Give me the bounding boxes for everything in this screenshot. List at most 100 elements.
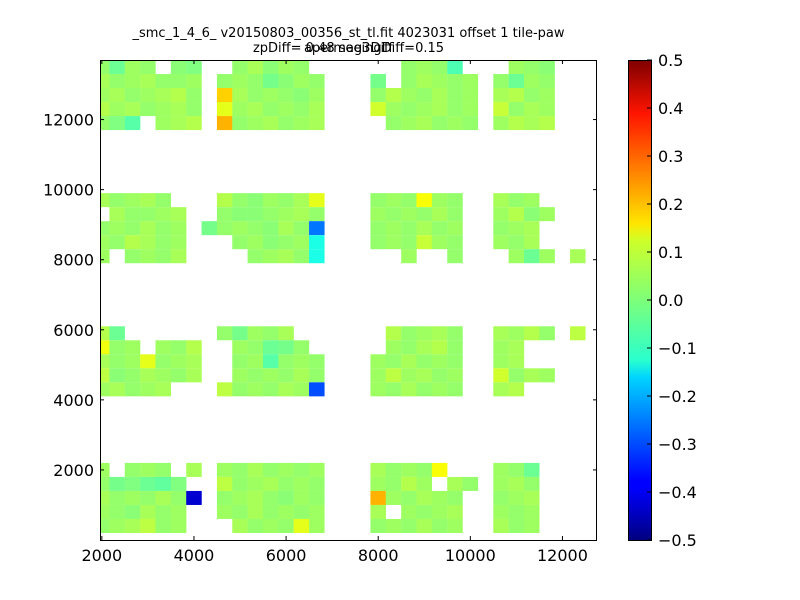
heatmap-cell: [232, 74, 248, 89]
heatmap-cell: [385, 518, 402, 533]
heatmap-cell: [416, 382, 433, 397]
heatmap-cell: [109, 326, 125, 341]
heatmap-cell: [293, 116, 310, 131]
heatmap-cell: [247, 368, 264, 383]
heatmap-cell: [170, 340, 187, 355]
heatmap-cell: [416, 368, 433, 383]
heatmap-cell: [109, 102, 125, 117]
heatmap-cell: [293, 504, 310, 519]
heatmap-cell: [232, 382, 248, 397]
heatmap-cell: [140, 221, 156, 236]
heatmap-cell: [140, 235, 156, 250]
heatmap-cell: [416, 326, 433, 341]
heatmap-cell: [370, 207, 386, 222]
heatmap-cell: [278, 326, 294, 341]
heatmap-cell: [493, 368, 509, 383]
heatmap-cell: [262, 235, 279, 250]
heatmap-cell: [523, 235, 540, 250]
heatmap-cell: [462, 74, 479, 89]
heatmap-cell: [216, 490, 233, 505]
heatmap-cell: [493, 116, 509, 131]
heatmap-cell: [140, 368, 156, 383]
heatmap-cell: [447, 518, 463, 533]
heatmap-cell: [124, 382, 141, 397]
heatmap-cell: [431, 207, 448, 222]
heatmap-cell: [216, 221, 233, 236]
heatmap-cell: [309, 518, 325, 533]
heatmap-cell: [401, 490, 417, 505]
heatmap-cell: [216, 102, 233, 117]
heatmap-cell: [508, 462, 525, 477]
heatmap-cell: [508, 102, 525, 117]
heatmap-cell: [124, 102, 141, 117]
heatmap-cell: [508, 193, 525, 208]
heatmap-cell: [508, 60, 525, 75]
heatmap-cell: [170, 60, 187, 75]
heatmap-cell: [140, 74, 156, 89]
heatmap-cell: [493, 504, 509, 519]
heatmap-cell: [124, 60, 141, 75]
heatmap-cell: [370, 193, 386, 208]
heatmap-cell: [109, 382, 125, 397]
heatmap-cell: [401, 102, 417, 117]
heatmap-cell: [293, 102, 310, 117]
colorbar-tick-label: −0.3: [658, 435, 697, 454]
heatmap-cell: [109, 354, 125, 369]
heatmap-cell: [124, 518, 141, 533]
heatmap-cell: [370, 368, 386, 383]
heatmap-cell: [293, 476, 310, 491]
heatmap-cell: [124, 207, 141, 222]
heatmap-cell: [539, 74, 555, 89]
heatmap-cell: [293, 207, 310, 222]
heatmap-cell: [401, 382, 417, 397]
heatmap-cell: [232, 462, 248, 477]
heatmap-cell: [247, 60, 264, 75]
heatmap-cell: [416, 207, 433, 222]
heatmap-cell: [447, 88, 463, 103]
x-tick-label: 4000: [174, 546, 215, 565]
heatmap-cell: [431, 74, 448, 89]
heatmap-cell: [370, 504, 386, 519]
heatmap-cell: [431, 235, 448, 250]
heatmap-cell: [100, 74, 110, 89]
heatmap-cell: [508, 221, 525, 236]
heatmap-cell: [100, 88, 110, 103]
heatmap-cell: [401, 221, 417, 236]
heatmap-cell: [109, 490, 125, 505]
heatmap-cell: [216, 476, 233, 491]
heatmap-cells: [100, 60, 586, 533]
heatmap-cell: [309, 221, 325, 236]
heatmap-cell: [447, 354, 463, 369]
heatmap-cell: [508, 368, 525, 383]
heatmap-cell: [309, 102, 325, 117]
heatmap-cell: [401, 504, 417, 519]
heatmap-cell: [247, 462, 264, 477]
heatmap-cell: [416, 462, 433, 477]
heatmap-cell: [493, 340, 509, 355]
heatmap-cell: [155, 235, 172, 250]
heatmap-cell: [431, 221, 448, 236]
heatmap-cell: [539, 207, 555, 222]
heatmap-cell: [109, 476, 125, 491]
heatmap-cell: [447, 490, 463, 505]
heatmap-cell: [186, 354, 202, 369]
heatmap-cell: [508, 382, 525, 397]
heatmap-cell: [508, 207, 525, 222]
heatmap-cell: [462, 88, 479, 103]
heatmap-cell: [109, 368, 125, 383]
heatmap-cell: [401, 462, 417, 477]
heatmap-cell: [539, 368, 555, 383]
heatmap-cell: [232, 518, 248, 533]
heatmap-cell: [262, 326, 279, 341]
colorbar-tick-label: 0.1: [658, 243, 683, 262]
heatmap-cell: [124, 88, 141, 103]
heatmap-cell: [155, 249, 172, 264]
heatmap-cell: [247, 504, 264, 519]
heatmap-cell: [523, 116, 540, 131]
heatmap-cell: [523, 74, 540, 89]
heatmap-cell: [100, 518, 110, 533]
heatmap-cell: [262, 116, 279, 131]
heatmap-cell: [293, 368, 310, 383]
heatmap-cell: [431, 102, 448, 117]
heatmap-cell: [124, 235, 141, 250]
